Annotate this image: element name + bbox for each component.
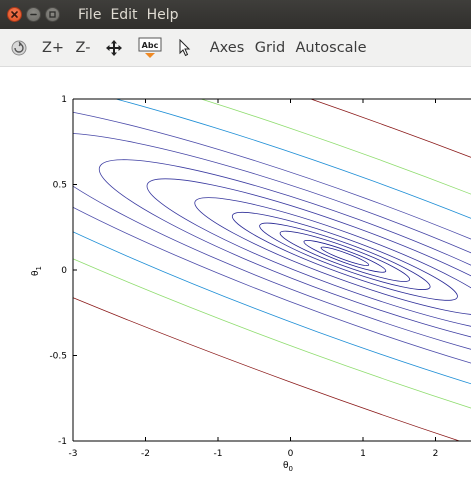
contour-line (231, 211, 458, 301)
x-axis-label: θ0 (283, 461, 293, 473)
y-axis-label: θ1 (31, 266, 43, 276)
x-tick-label: -3 (69, 449, 78, 459)
maximize-icon (49, 11, 56, 18)
close-window-button[interactable] (7, 7, 22, 22)
minimize-icon (30, 13, 37, 16)
grid-button[interactable]: Grid (254, 40, 286, 56)
y-tick-label: -1 (58, 437, 67, 447)
y-tick-label: -0.5 (49, 352, 67, 362)
close-icon (11, 11, 18, 18)
contour-lines (73, 99, 471, 441)
contour-line (73, 100, 471, 412)
select-button[interactable] (176, 29, 194, 67)
ticks: -3 -2 -1 0 1 2 -1 -0.5 0 0.5 1 (49, 95, 438, 459)
y-tick-label: 1 (61, 95, 67, 105)
insert-text-button[interactable]: Abc (137, 29, 163, 67)
title-bar: File Edit Help (0, 0, 471, 29)
pan-icon (106, 40, 122, 56)
menu-help[interactable]: Help (146, 6, 179, 23)
rotate-icon (11, 40, 27, 56)
autoscale-button[interactable]: Autoscale (295, 40, 367, 56)
contour-line (194, 197, 471, 316)
contour-plot: -3 -2 -1 0 1 2 -1 -0.5 0 0.5 1 θ0 θ1 (31, 95, 471, 473)
x-tick-label: -2 (141, 449, 150, 459)
x-tick-label: 2 (433, 449, 439, 459)
contour-line (259, 222, 431, 290)
figure-toolbar: Z+ Z- Abc Axes Grid Autoscale (0, 29, 471, 67)
contour-line (73, 99, 471, 441)
axes-button[interactable]: Axes (209, 40, 245, 56)
select-pointer-icon (179, 39, 191, 57)
contour-line (279, 230, 411, 282)
contour-line (73, 132, 471, 380)
contour-line (73, 99, 471, 441)
menu-bar: File Edit Help (78, 0, 187, 29)
minimize-window-button[interactable] (26, 7, 41, 22)
x-tick-label: -1 (214, 449, 223, 459)
plot-canvas[interactable]: -3 -2 -1 0 1 2 -1 -0.5 0 0.5 1 θ0 θ1 (0, 68, 471, 489)
contour-line (320, 246, 370, 266)
menu-edit[interactable]: Edit (110, 6, 138, 23)
x-tick-label: 0 (288, 449, 294, 459)
menu-file[interactable]: File (78, 6, 102, 23)
svg-text:Abc: Abc (142, 41, 159, 50)
axes (72, 98, 471, 442)
contour-line (146, 178, 471, 335)
zoom-in-button[interactable]: Z+ (41, 40, 65, 56)
contour-line (98, 159, 471, 354)
y-tick-label: 0.5 (53, 181, 67, 191)
rotate-button[interactable] (6, 29, 32, 67)
contour-line (73, 99, 471, 441)
zoom-out-button[interactable]: Z- (75, 40, 91, 56)
x-tick-label: 1 (360, 449, 366, 459)
pan-button[interactable] (103, 29, 125, 67)
y-tick-label: 0 (61, 266, 67, 276)
contour-line (303, 240, 387, 273)
insert-text-icon: Abc (138, 37, 162, 58)
maximize-window-button[interactable] (45, 7, 60, 22)
